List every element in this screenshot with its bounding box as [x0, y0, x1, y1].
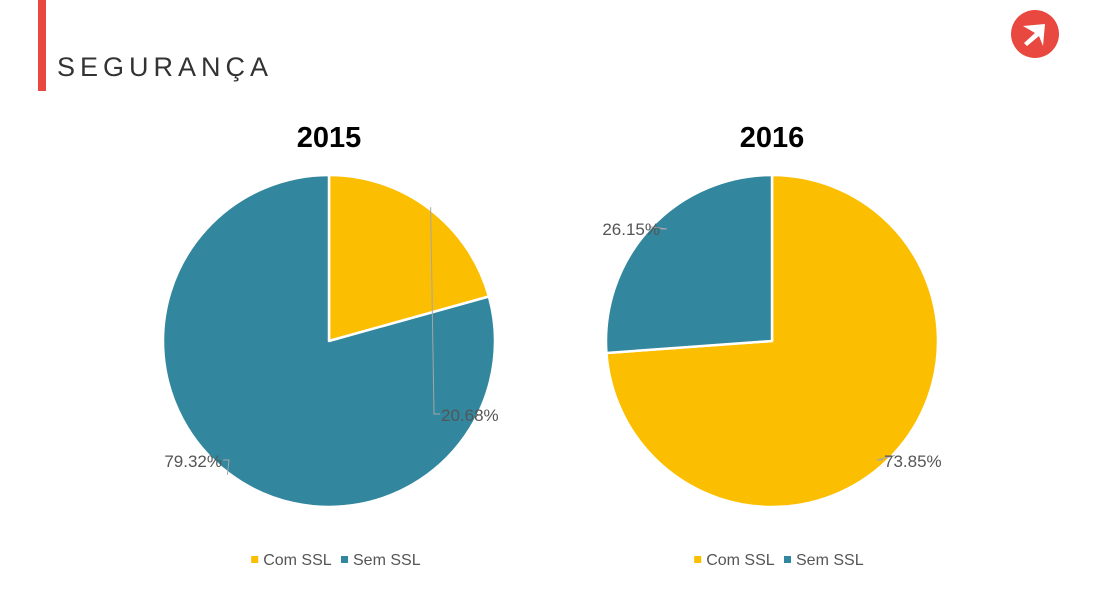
- legend-label: Com SSL: [706, 552, 775, 569]
- pie-chart-2016: 2016 73.85% 26.15% Com SSL Sem SSL: [532, 110, 1012, 590]
- data-label: 73.85%: [884, 452, 942, 471]
- legend-swatch: [341, 556, 348, 563]
- legend-label: Com SSL: [263, 552, 332, 569]
- leader-line: [648, 226, 668, 230]
- chart-legend: Com SSL Sem SSL: [251, 552, 421, 569]
- legend-swatch: [784, 556, 791, 563]
- chart-legend: Com SSL Sem SSL: [694, 552, 864, 569]
- legend-label: Sem SSL: [353, 552, 421, 569]
- data-label: 79.32%: [164, 452, 222, 471]
- pie-slice-sem-ssl: [604, 173, 774, 355]
- legend-swatch: [251, 556, 259, 563]
- pie-slice-com-ssl: [327, 173, 491, 343]
- legend-label: Sem SSL: [796, 552, 864, 569]
- pie-chart-2016-svg: 2016 73.85% 26.15% Com SSL Sem SSL: [602, 122, 942, 569]
- legend-swatch: [694, 556, 702, 563]
- pie-chart-2015-svg: 2015 20.68% 79.32% Com SSL Sem SSL: [161, 122, 499, 569]
- data-label: 26.15%: [602, 220, 660, 239]
- leader-line: [430, 207, 440, 415]
- leader-line: [876, 454, 896, 461]
- page-title: SEGURANÇA: [57, 52, 274, 82]
- data-label: 20.68%: [441, 406, 499, 425]
- chart-title: 2015: [297, 122, 362, 154]
- arrow-logo-icon: [1011, 10, 1059, 58]
- leader-line: [223, 459, 230, 475]
- pie-chart-2015: 2015 20.68% 79.32% Com SSL Sem SSL: [90, 110, 570, 590]
- title-accent-bar: [38, 0, 46, 91]
- chart-title: 2016: [740, 122, 805, 154]
- pie-slice-sem-ssl: [161, 173, 497, 509]
